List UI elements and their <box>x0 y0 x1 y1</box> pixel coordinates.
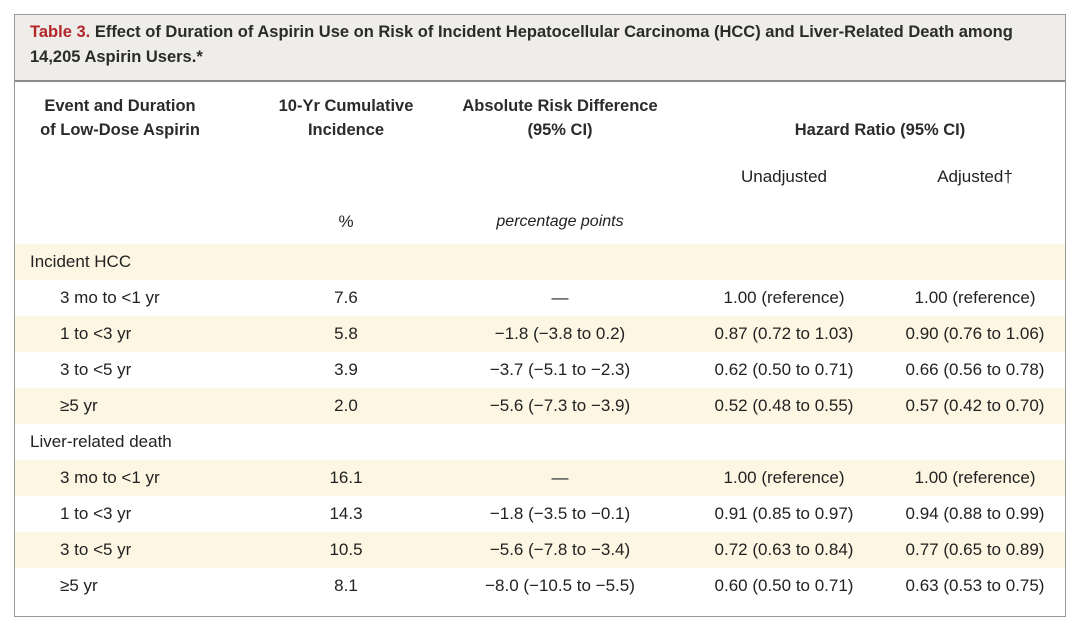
row-shade <box>15 316 1065 352</box>
table-cell: 2.0 <box>334 396 358 415</box>
title-text: Effect of Duration of Aspirin Use on Ris… <box>30 23 1013 66</box>
table-cell: 0.87 (0.72 to 1.03) <box>714 324 854 343</box>
table-cell: 10.5 <box>329 540 363 559</box>
table-cell: −1.8 (−3.8 to 0.2) <box>494 324 626 343</box>
subcolumn-header: Adjusted† <box>937 167 1013 186</box>
row-label: 3 mo to <1 yr <box>60 468 160 487</box>
table-cell: 0.62 (0.50 to 0.71) <box>714 360 854 379</box>
table-cell: −1.8 (−3.5 to −0.1) <box>489 504 631 523</box>
table-cell: 0.90 (0.76 to 1.06) <box>905 324 1045 343</box>
row-shade <box>15 388 1065 424</box>
table-cell: 1.00 (reference) <box>723 288 845 307</box>
unit-label: percentage points <box>496 213 624 230</box>
table-cell: −5.6 (−7.3 to −3.9) <box>489 396 631 415</box>
table-cell: −5.6 (−7.8 to −3.4) <box>489 540 631 559</box>
row-shade <box>15 532 1065 568</box>
table-cell: 0.91 (0.85 to 0.97) <box>714 504 854 523</box>
row-label: 3 to <5 yr <box>60 360 132 379</box>
table-cell: 8.1 <box>334 576 358 595</box>
row-label: 1 to <3 yr <box>60 504 132 523</box>
row-shade <box>15 460 1065 496</box>
table-cell: 0.57 (0.42 to 0.70) <box>905 396 1045 415</box>
table-title: Table 3. Effect of Duration of Aspirin U… <box>30 20 1055 70</box>
column-header: Event and Duration <box>44 97 196 115</box>
column-header: 10-Yr Cumulative <box>278 97 414 115</box>
table-cell: 0.63 (0.53 to 0.75) <box>905 576 1045 595</box>
row-label: 3 to <5 yr <box>60 540 132 559</box>
column-header: Hazard Ratio (95% CI) <box>794 121 966 139</box>
unit-label: % <box>338 212 354 231</box>
table-cell: 0.77 (0.65 to 0.89) <box>905 540 1045 559</box>
table-cell: — <box>551 288 569 307</box>
group-label: Liver-related death <box>30 432 172 451</box>
column-header: of Low-Dose Aspirin <box>40 121 200 139</box>
table-cell: 0.72 (0.63 to 0.84) <box>714 540 854 559</box>
table-cell: 16.1 <box>329 468 363 487</box>
table-cell: 1.00 (reference) <box>723 468 845 487</box>
row-label: 3 mo to <1 yr <box>60 288 160 307</box>
row-shade <box>15 244 1065 280</box>
table-cell: 7.6 <box>334 288 358 307</box>
table-cell: 1.00 (reference) <box>914 468 1036 487</box>
row-label: ≥5 yr <box>60 576 98 595</box>
table-cell: 0.60 (0.50 to 0.71) <box>714 576 854 595</box>
column-header: Absolute Risk Difference <box>462 97 658 115</box>
table-cell: −8.0 (−10.5 to −5.5) <box>485 576 635 595</box>
table-cell: 1.00 (reference) <box>914 288 1036 307</box>
table-frame <box>14 14 1066 617</box>
table-label: Table 3. <box>30 23 91 41</box>
row-label: 1 to <3 yr <box>60 324 132 343</box>
table-cell: 14.3 <box>329 504 363 523</box>
group-label: Incident HCC <box>30 252 132 271</box>
table-cell: 5.8 <box>334 324 358 343</box>
table-cell: 0.52 (0.48 to 0.55) <box>714 396 854 415</box>
subcolumn-header: Unadjusted <box>740 167 828 186</box>
table-cell: — <box>551 468 569 487</box>
column-header: (95% CI) <box>527 121 593 139</box>
title-box <box>15 15 1065 82</box>
table-cell: 0.66 (0.56 to 0.78) <box>905 360 1045 379</box>
column-header: Incidence <box>307 121 385 139</box>
table-cell: −3.7 (−5.1 to −2.3) <box>489 360 631 379</box>
table-cell: 3.9 <box>334 360 358 379</box>
table-cell: 0.94 (0.88 to 0.99) <box>905 504 1045 523</box>
row-label: ≥5 yr <box>60 396 98 415</box>
